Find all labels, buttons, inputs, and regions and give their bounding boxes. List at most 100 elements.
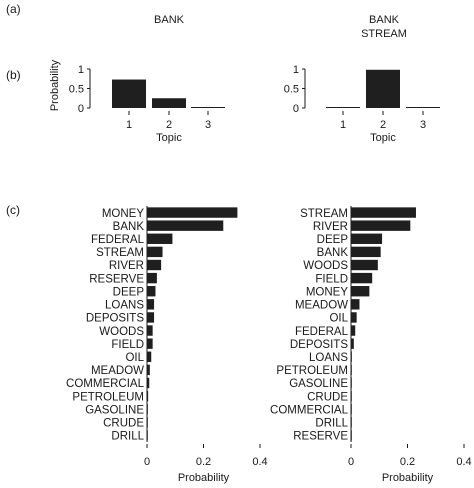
bar-crude xyxy=(147,417,148,428)
bar-field xyxy=(147,338,153,349)
category-label-petroleum: PETROLEUM xyxy=(72,391,144,403)
category-label-river: RIVER xyxy=(109,260,144,272)
category-label-federal: FEDERAL xyxy=(295,326,349,338)
y-axis-label: Probability xyxy=(49,59,61,111)
category-label-commercial: COMMERCIAL xyxy=(270,404,349,416)
x-axis-label: Probability xyxy=(178,472,230,484)
category-label-drill: DRILL xyxy=(111,431,144,443)
bar-meadow xyxy=(351,299,360,310)
bar-topic-1 xyxy=(112,79,146,108)
bar-federal xyxy=(147,233,173,244)
category-label-oil: OIL xyxy=(125,352,144,364)
category-label-woods: WOODS xyxy=(303,260,348,272)
category-label-federal: FEDERAL xyxy=(91,234,145,246)
bar-river xyxy=(147,259,162,271)
category-label-crude: CRUDE xyxy=(103,418,144,430)
category-label-commercial: COMMERCIAL xyxy=(66,378,145,390)
x-axis-label: Topic xyxy=(370,132,396,144)
bar-federal xyxy=(351,325,356,336)
bar-stream xyxy=(351,207,416,218)
bar-loans xyxy=(147,299,155,310)
bar-gasoline xyxy=(351,377,352,389)
bar-money xyxy=(351,286,370,297)
category-label-money: MONEY xyxy=(102,208,145,220)
y-tick-label: 1 xyxy=(293,64,299,76)
x-tick-label: 1 xyxy=(340,119,346,131)
x-axis-label: Probability xyxy=(382,472,434,484)
y-tick-label: 0 xyxy=(293,103,299,115)
category-label-river: RIVER xyxy=(313,221,348,233)
x-tick-label: 3 xyxy=(420,119,426,131)
bar-topic-3 xyxy=(191,107,225,108)
category-label-gasoline: GASOLINE xyxy=(85,404,144,416)
bar-topic-2 xyxy=(366,69,400,108)
category-label-field: FIELD xyxy=(315,273,348,285)
bar-woods xyxy=(351,259,378,271)
bar-gasoline xyxy=(147,404,148,415)
category-label-deposits: DEPOSITS xyxy=(86,313,144,325)
y-tick-label: 0.5 xyxy=(284,84,299,96)
bar-topic-2 xyxy=(152,98,186,108)
bar-bank xyxy=(147,220,224,231)
bar-meadow xyxy=(147,364,150,376)
bar-loans xyxy=(351,351,352,362)
bar-bank xyxy=(351,246,381,258)
panel-label-c: (c) xyxy=(6,203,20,217)
bar-deep xyxy=(147,286,156,297)
category-label-crude: CRUDE xyxy=(307,391,348,403)
bar-commercial xyxy=(147,377,150,389)
y-tick-label: 0.5 xyxy=(69,84,84,96)
x-tick-label: 0.2 xyxy=(196,456,211,468)
bar-money xyxy=(147,207,238,218)
bar-stream xyxy=(147,246,163,258)
chart-bank-topics: BANK 0 0.5 1 1 2 3 Topic Probability xyxy=(49,14,225,144)
x-tick-label: 0.4 xyxy=(456,456,471,468)
category-label-bank: BANK xyxy=(113,221,145,233)
bar-commercial xyxy=(351,404,352,415)
x-tick-label: 0 xyxy=(348,456,354,468)
bar-petroleum xyxy=(147,390,149,402)
category-label-reserve: RESERVE xyxy=(89,273,144,285)
x-tick-label: 0.4 xyxy=(252,456,267,468)
x-tick-label: 0 xyxy=(144,456,150,468)
bar-oil xyxy=(351,312,357,323)
bar-crude xyxy=(351,390,352,402)
chart-title-line: BANK xyxy=(369,14,400,26)
category-label-reserve: RESERVE xyxy=(293,431,348,443)
y-tick-label: 0 xyxy=(78,103,84,115)
chart-bank-stream-topics: BANK STREAM 0 0.5 1 1 2 3 Topic xyxy=(284,14,440,144)
category-label-deep: DEEP xyxy=(317,234,349,246)
bar-drill xyxy=(351,417,352,428)
bar-drill xyxy=(147,430,148,441)
x-axis-label: Topic xyxy=(156,132,182,144)
panel-label-b: (b) xyxy=(6,68,21,82)
bar-oil xyxy=(147,351,152,362)
category-label-deep: DEEP xyxy=(113,286,145,298)
category-label-oil: OIL xyxy=(329,313,348,325)
x-tick-label: 2 xyxy=(166,119,172,131)
x-tick-label: 1 xyxy=(126,119,132,131)
bar-deep xyxy=(351,233,383,244)
x-tick-label: 2 xyxy=(380,119,386,131)
bar-woods xyxy=(147,325,153,336)
bar-petroleum xyxy=(351,364,352,376)
x-tick-label: 3 xyxy=(205,119,211,131)
x-tick-label: 0.2 xyxy=(400,456,415,468)
bar-reserve xyxy=(351,430,352,441)
category-label-stream: STREAM xyxy=(96,247,144,259)
category-label-petroleum: PETROLEUM xyxy=(276,365,348,377)
category-label-field: FIELD xyxy=(111,339,144,351)
category-label-gasoline: GASOLINE xyxy=(289,378,348,390)
category-label-loans: LOANS xyxy=(309,352,348,364)
bar-reserve xyxy=(147,272,157,284)
category-label-woods: WOODS xyxy=(99,326,144,338)
bar-topic-3 xyxy=(406,107,440,108)
category-label-loans: LOANS xyxy=(105,300,144,312)
category-label-drill: DRILL xyxy=(315,418,348,430)
y-tick-label: 1 xyxy=(78,64,84,76)
chart-title-line: BANK xyxy=(154,14,185,26)
bar-deposits xyxy=(351,338,354,349)
category-label-meadow: MEADOW xyxy=(295,300,348,312)
